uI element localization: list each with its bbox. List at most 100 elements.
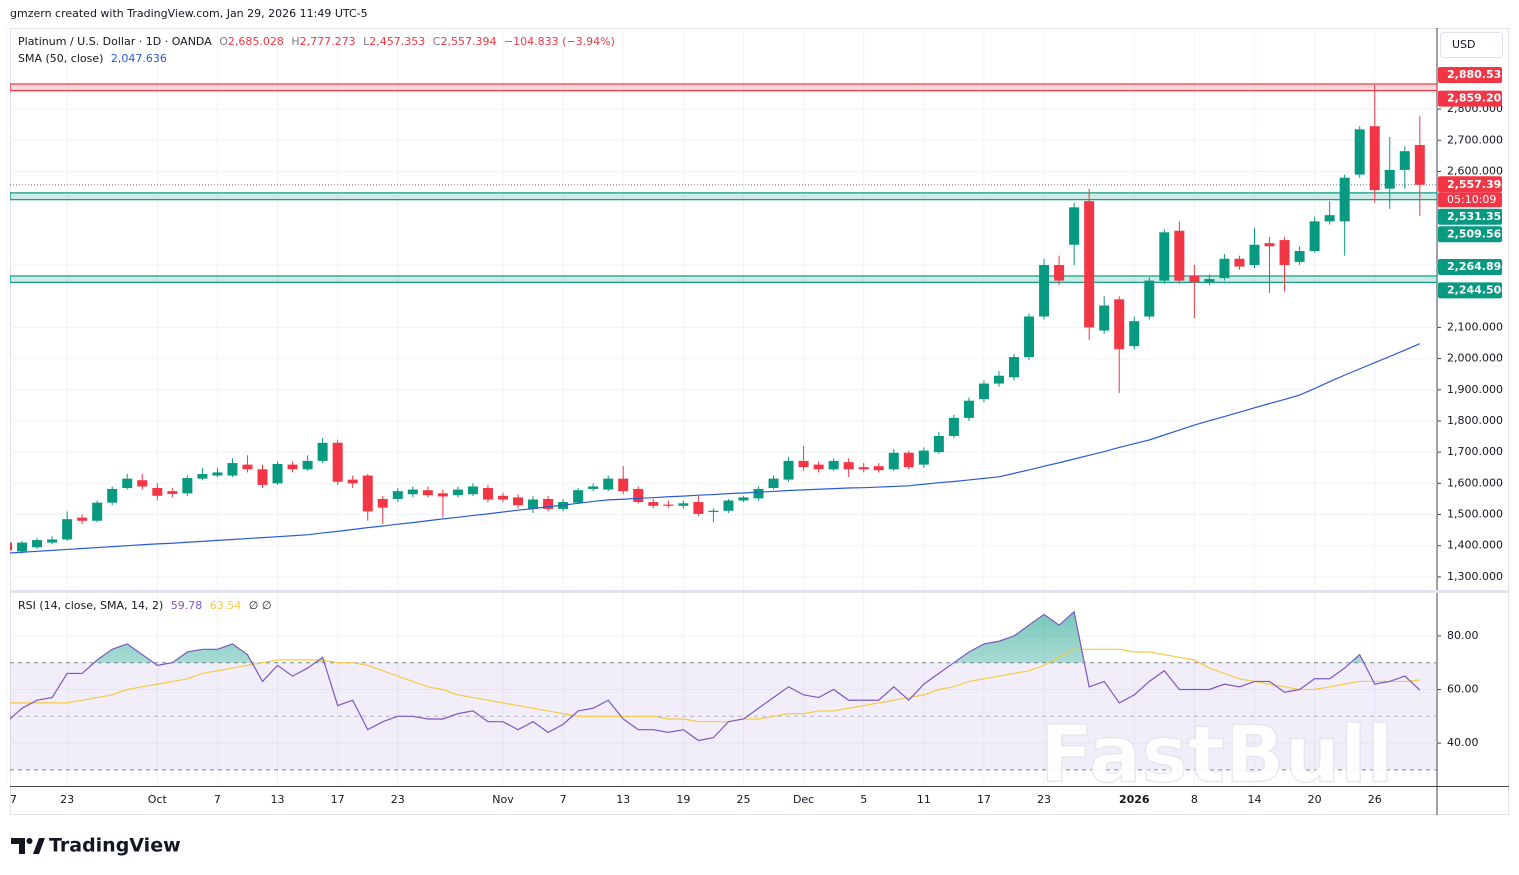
x-tick-label: 17: [331, 793, 345, 806]
candle-body: [1399, 151, 1410, 170]
y-tick-label: 1,500.000: [1447, 508, 1503, 521]
candle-body: [47, 539, 58, 543]
candle-body: [813, 464, 824, 470]
candle-body: [482, 488, 493, 500]
x-tick-label: 13: [271, 793, 285, 806]
candle-body: [392, 491, 403, 499]
candle-body: [513, 497, 524, 506]
y-tick-label: 1,600.000: [1447, 476, 1503, 489]
candle-body: [1294, 250, 1305, 262]
rsi-sma-value: 63.54: [210, 599, 242, 612]
candle-body: [1414, 144, 1425, 185]
rsi-line: [10, 610, 1421, 742]
x-tick-label: Nov: [492, 793, 514, 806]
x-tick-label: 5: [860, 793, 867, 806]
candle-body: [137, 480, 148, 487]
candle-body: [603, 478, 614, 490]
candle-body: [1069, 207, 1080, 245]
x-tick-label: 26: [1368, 793, 1382, 806]
logo-icon: [26, 838, 33, 844]
candle-body: [437, 493, 448, 497]
x-tick-label: 25: [736, 793, 750, 806]
candle-body: [1369, 126, 1380, 191]
candle-body: [152, 488, 163, 496]
candle-body: [708, 510, 719, 513]
candle-body: [663, 504, 674, 506]
x-tick-label: 19: [676, 793, 690, 806]
y-tick-label: 2,100.000: [1447, 320, 1503, 333]
candle-body: [182, 478, 193, 494]
x-tick-label: 7: [560, 793, 567, 806]
axes: 7 23 Oct 7 13 17 23 Nov 7 13 19 25 Dec 5 11 17 23 2026 8 14…: [10, 66, 1509, 806]
candle-body: [918, 450, 929, 465]
candle-body: [227, 463, 238, 476]
candle-body: [693, 502, 704, 514]
countdown-box: [1438, 192, 1502, 208]
attribution: gmzern created with TradingView.com, Jan…: [10, 7, 368, 20]
y-tick-label: 1,300.000: [1447, 570, 1503, 583]
y-tick-label: 1,800.000: [1447, 414, 1503, 427]
candle-body: [648, 502, 659, 506]
rsi-overbought-fill: [10, 611, 1420, 663]
currency-box[interactable]: [1440, 32, 1503, 58]
candle-body: [32, 540, 43, 548]
candle-body: [1279, 240, 1290, 266]
y-tick-label: 1,900.000: [1447, 383, 1503, 396]
symbol-title: Platinum / U.S. Dollar · 1D · OANDA: [18, 35, 212, 48]
watermark: FastBull: [1040, 710, 1394, 800]
currency[interactable]: USD: [1452, 38, 1476, 51]
candle-body: [1339, 177, 1350, 222]
zone-price-box: [1438, 258, 1502, 275]
x-tick-label: 7: [10, 793, 17, 806]
candle-body: [332, 442, 343, 482]
candle-body: [1384, 169, 1395, 189]
candle-body: [903, 452, 914, 468]
candle-body: [1054, 265, 1065, 281]
rsi-pane: [10, 610, 1437, 771]
legend-h: 2,777.273: [300, 35, 356, 48]
y-tick-label: 1,700.000: [1447, 445, 1503, 458]
candle-body: [122, 478, 133, 489]
legend-l: 2,457.353: [369, 35, 425, 48]
candle-body: [618, 478, 629, 492]
candle-body: [678, 503, 689, 506]
candle-body: [1249, 244, 1260, 266]
zone-price-box: [1438, 90, 1502, 107]
candle-body: [197, 473, 208, 479]
candle-body: [92, 502, 103, 521]
x-tick-label: 23: [391, 793, 405, 806]
candle-body: [167, 491, 178, 494]
x-tick-label: 20: [1308, 793, 1322, 806]
candle-body: [963, 400, 974, 418]
legend-h-label: H: [291, 35, 299, 48]
legend-l-label: L: [363, 35, 370, 48]
legend-change: −104.833 (−3.94%): [504, 35, 615, 48]
candle-body: [1354, 129, 1365, 175]
price-pane: [10, 83, 1437, 554]
sma-legend: SMA (50, close) 2,047.636: [18, 52, 167, 65]
candle-body: [993, 375, 1004, 384]
candle-body: [1234, 258, 1245, 267]
candle-body: [1159, 232, 1170, 281]
zone-price-box: [1438, 208, 1502, 225]
candle-body: [317, 442, 328, 461]
candle-body: [828, 460, 839, 470]
x-tick-label: 23: [1037, 793, 1051, 806]
last-price-label: 2,557.394: [1447, 178, 1509, 191]
candle-body: [1009, 357, 1020, 378]
rsi-value: 59.78: [171, 599, 203, 612]
candle-body: [302, 460, 313, 470]
candle-body: [738, 497, 749, 501]
x-tick-label: 14: [1247, 793, 1261, 806]
x-tick-label: 7: [214, 793, 221, 806]
x-tick-label: 11: [917, 793, 931, 806]
last-price-box: [1438, 176, 1502, 193]
candle-body: [573, 490, 584, 503]
candle-body: [858, 467, 869, 470]
y-tick-label: 80.00: [1447, 629, 1479, 642]
candle-body: [1144, 280, 1155, 317]
candle-body: [287, 464, 298, 470]
candle-body: [62, 519, 73, 540]
